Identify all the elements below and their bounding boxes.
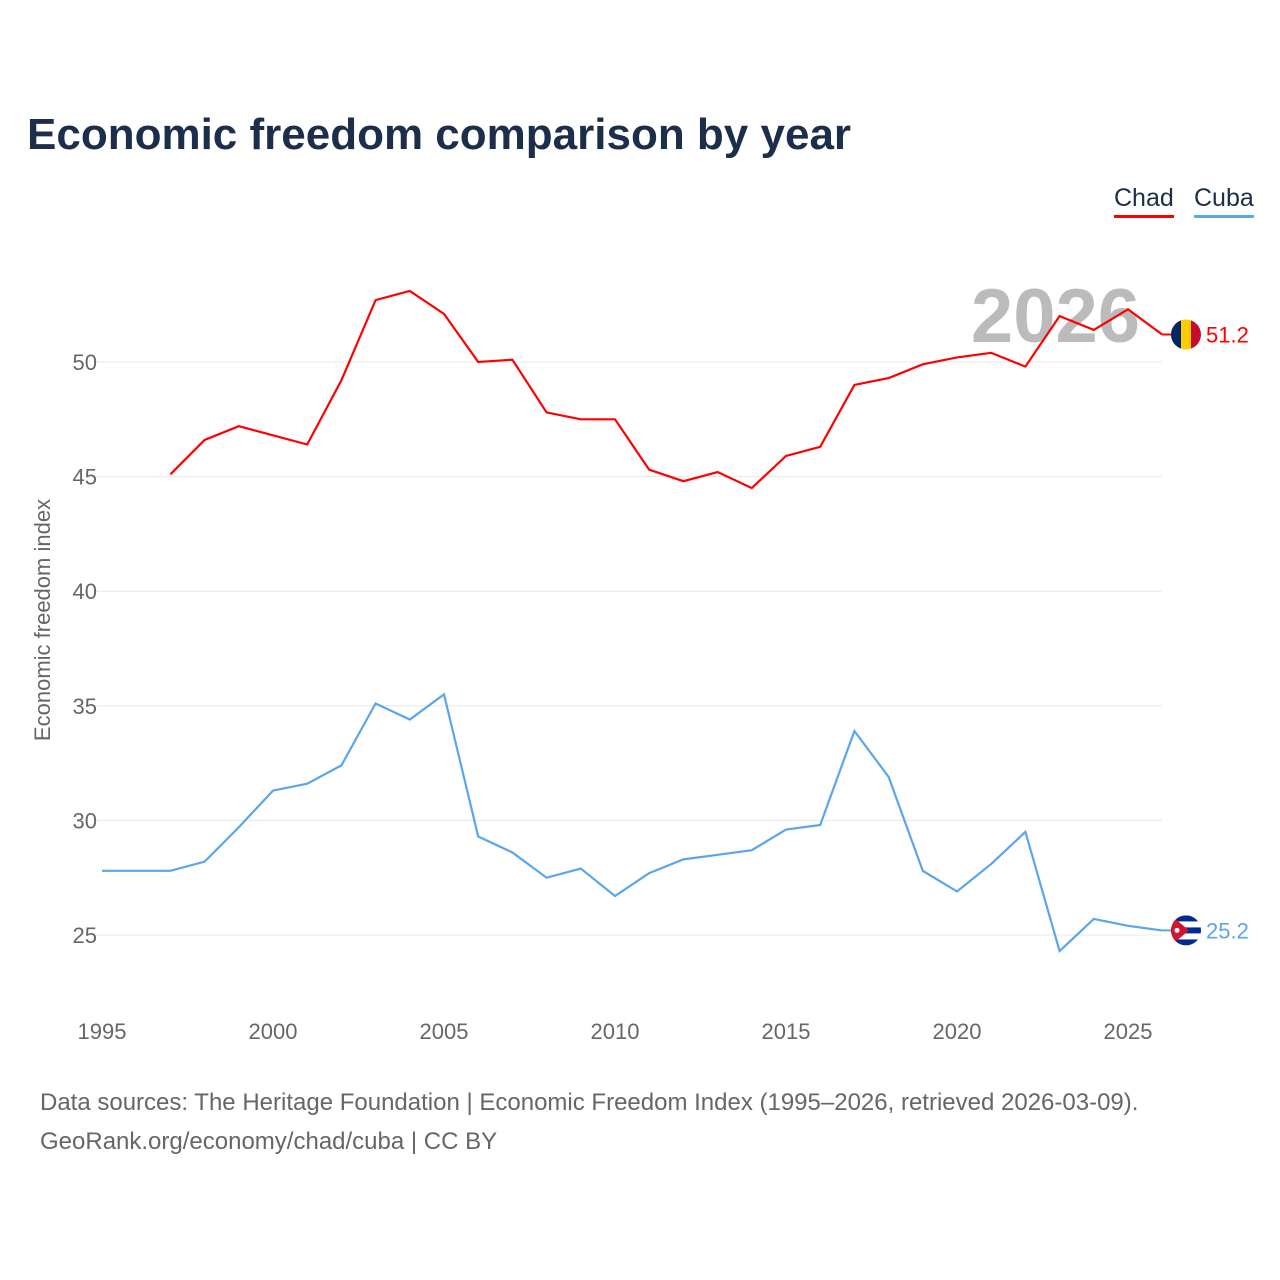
end-value-label: 51.2 xyxy=(1206,322,1249,347)
chart-title: Economic freedom comparison by year xyxy=(27,110,852,159)
chad-flag-icon xyxy=(1171,319,1201,350)
series-line-chad xyxy=(169,289,1163,490)
y-tick-label: 40 xyxy=(73,579,97,604)
x-tick-label: 2020 xyxy=(933,1019,982,1044)
cuba-flag-icon xyxy=(1171,915,1201,946)
y-tick-label: 25 xyxy=(73,923,97,948)
y-tick-label: 50 xyxy=(73,350,97,375)
y-tick-label: 30 xyxy=(73,808,97,833)
x-tick-label: 2025 xyxy=(1104,1019,1153,1044)
series-line-cuba xyxy=(102,692,1163,954)
legend-chad[interactable]: Chad xyxy=(1114,184,1174,218)
year-label: 2026 xyxy=(971,274,1140,359)
y-tick-label: 45 xyxy=(73,465,97,490)
footer-sources: Data sources: The Heritage Foundation | … xyxy=(40,1089,1139,1116)
y-tick-label: 35 xyxy=(73,694,97,719)
y-axis-label: Economic freedom index xyxy=(30,499,55,741)
x-tick-label: 2010 xyxy=(591,1019,640,1044)
x-tick-label: 2015 xyxy=(762,1019,811,1044)
x-tick-label: 2000 xyxy=(249,1019,298,1044)
legend-cuba[interactable]: Cuba xyxy=(1194,184,1254,218)
x-tick-label: 1995 xyxy=(78,1019,127,1044)
x-tick-label: 2005 xyxy=(420,1019,469,1044)
end-value-label: 25.2 xyxy=(1206,918,1249,943)
footer-credit: GeoRank.org/economy/chad/cuba | CC BY xyxy=(40,1128,498,1155)
